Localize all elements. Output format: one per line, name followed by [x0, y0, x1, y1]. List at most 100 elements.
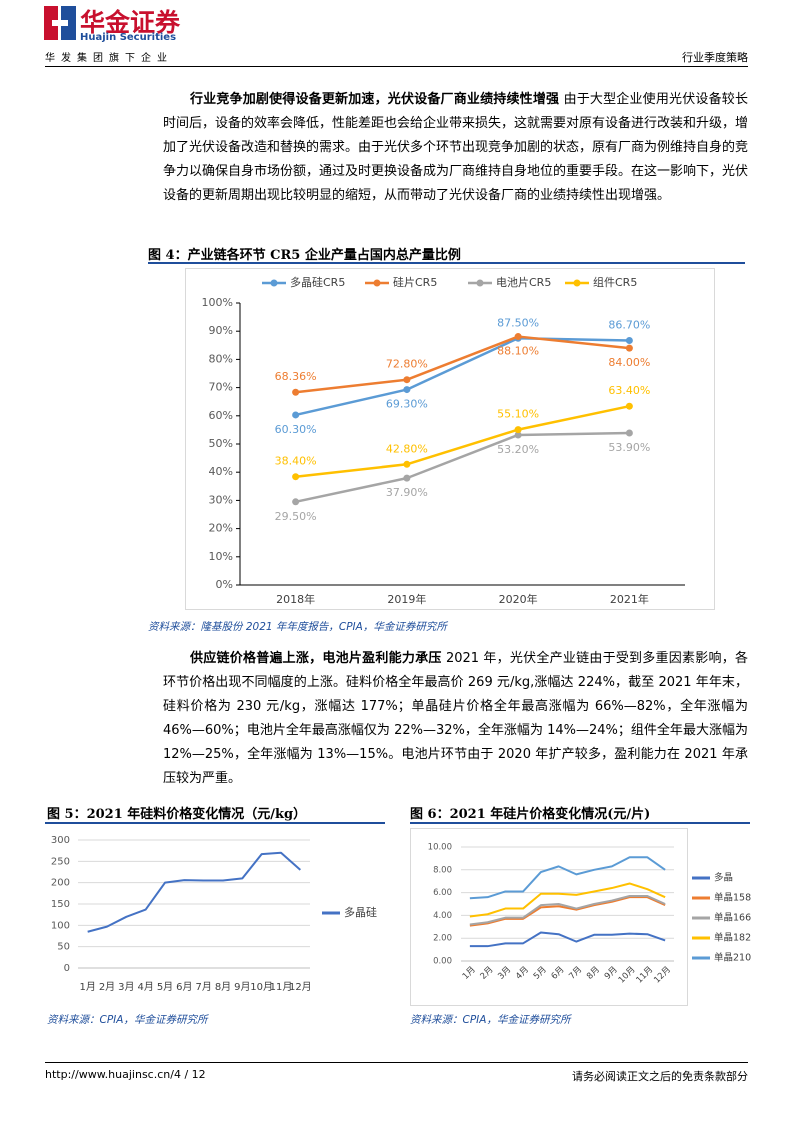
x-tick-label: 1月	[79, 981, 95, 993]
legend-label: 多晶硅CR5	[290, 275, 345, 289]
x-tick-label: 2021年	[610, 592, 649, 606]
x-tick-label: 11月	[635, 965, 656, 986]
legend-label: 多晶	[714, 872, 733, 884]
disclaimer: 请务必阅读正文之后的免责条款部分	[572, 1070, 748, 1083]
point	[292, 388, 300, 396]
legend-marker	[270, 279, 278, 287]
series-line	[295, 337, 630, 417]
chart-frame	[185, 268, 715, 610]
legend-label: 硅片CR5	[393, 276, 437, 289]
brand-en: Huajin Securities	[80, 32, 177, 43]
x-tick-label: 10月	[250, 981, 273, 993]
y-tick-label: 60%	[209, 409, 233, 422]
x-tick-label: 4月	[514, 965, 531, 982]
point	[292, 498, 300, 506]
point	[403, 376, 411, 384]
point	[403, 474, 411, 482]
point	[403, 386, 411, 394]
point	[625, 337, 633, 345]
x-tick-label: 5月	[532, 965, 549, 982]
y-tick-label: 100%	[202, 296, 233, 309]
source: 资料来源：CPIA，华金证券研究所	[47, 1014, 208, 1026]
y-tick-label: 40%	[209, 465, 233, 478]
header-rule	[45, 66, 748, 67]
legend-marker	[476, 279, 484, 287]
caption-rule	[148, 262, 745, 264]
body: 由于大型企业使用光伏设备较长时间后，设备的效率会降低，性能差距也会给企业带来损失…	[163, 92, 749, 203]
y-tick-label: 50%	[209, 437, 233, 450]
series-line	[469, 896, 666, 927]
data-label: 86.70%	[608, 319, 650, 332]
figure-caption: 图 6：2021 年硅片价格变化情况(元/片)	[410, 807, 651, 822]
x-tick-label: 11月	[270, 981, 293, 993]
series-line	[469, 856, 666, 900]
series-line	[469, 931, 666, 948]
y-tick-label: 10.00	[428, 843, 452, 853]
y-tick-label: 4.00	[433, 911, 452, 921]
source: 资料来源：隆基股份 2021 年年度报告，CPIA，华金证券研究所	[148, 621, 447, 633]
x-tick-label: 8月	[585, 965, 602, 982]
y-tick-label: 250	[51, 856, 70, 867]
x-tick-label: 4月	[137, 981, 153, 993]
caption-rule	[410, 822, 750, 824]
data-label: 37.90%	[386, 486, 428, 499]
data-label: 53.20%	[497, 443, 539, 456]
y-tick-label: 70%	[209, 381, 233, 394]
data-label: 53.90%	[608, 441, 650, 454]
body: 2021 年，光伏全产业链由于受到多重因素影响，各环节价格出现不同幅度的上涨。硅…	[163, 651, 748, 786]
y-tick-label: 150	[51, 899, 70, 910]
data-label: 38.40%	[275, 455, 317, 468]
data-label: 69.30%	[386, 398, 428, 411]
y-tick-label: 0%	[216, 578, 233, 591]
chart-frame	[410, 828, 688, 1006]
paragraph: 供应链价格普遍上涨，电池片盈利能力承压 2021 年，光伏全产业链由于受到多重因…	[163, 647, 748, 791]
point	[514, 431, 522, 439]
point	[625, 402, 633, 410]
point	[292, 473, 300, 481]
legend-marker	[373, 279, 381, 287]
x-tick-label: 12月	[289, 981, 312, 993]
y-tick-label: 2.00	[433, 934, 452, 944]
legend-label: 电池片CR5	[496, 276, 551, 289]
x-tick-label: 10月	[617, 965, 638, 986]
series-line	[295, 431, 630, 504]
series-line	[295, 404, 630, 478]
y-tick-label: 50	[57, 942, 70, 953]
legend-label: 单晶158	[714, 892, 751, 904]
data-label: 87.50%	[497, 316, 539, 329]
x-tick-label: 2020年	[499, 592, 538, 606]
figure-caption: 图 4：产业链各环节 CR5 企业产量占国内总产量比例	[148, 248, 461, 263]
point	[625, 344, 633, 352]
figure-caption: 图 5：2021 年硅料价格变化情况（元/kg）	[47, 807, 307, 822]
point	[292, 411, 300, 419]
x-tick-label: 2月	[99, 981, 115, 993]
data-label: 42.80%	[386, 442, 428, 455]
x-tick-label: 3月	[118, 981, 134, 993]
brand: 华金证券	[80, 8, 181, 37]
series-line	[87, 851, 301, 933]
chart: 0.00 2.00 4.00 6.00 8.00 10.00 1月 2月 3月 4月 5月 6月 7月 8…	[410, 828, 751, 1006]
legend-label: 多晶硅	[344, 905, 377, 919]
y-tick-label: 10%	[209, 550, 233, 563]
y-tick-label: 80%	[209, 352, 233, 365]
series-line	[469, 895, 666, 926]
legend-label: 单晶210	[714, 952, 751, 964]
paragraph: 行业竞争加剧使得设备更新加速，光伏设备厂商业绩持续性增强 由于大型企业使用光伏设…	[163, 88, 748, 208]
data-label: 84.00%	[608, 356, 650, 369]
lead: 行业竞争加剧使得设备更新加速，光伏设备厂商业绩持续性增强	[190, 92, 560, 107]
legend-label: 单晶182	[714, 932, 751, 944]
logo-icon	[44, 6, 76, 40]
point	[514, 333, 522, 341]
data-label: 63.40%	[608, 384, 650, 397]
x-tick-label: 6月	[550, 965, 567, 982]
point	[514, 426, 522, 434]
source: 资料来源：CPIA，华金证券研究所	[410, 1014, 571, 1026]
x-tick-label: 6月	[176, 981, 192, 993]
y-tick-label: 0.00	[433, 957, 452, 967]
data-label: 60.30%	[275, 423, 317, 436]
y-tick-label: 100	[51, 920, 70, 931]
data-label: 72.80%	[386, 358, 428, 371]
x-tick-label: 8月	[215, 981, 231, 993]
x-tick-label: 2月	[479, 965, 496, 982]
y-tick-label: 200	[51, 878, 70, 889]
